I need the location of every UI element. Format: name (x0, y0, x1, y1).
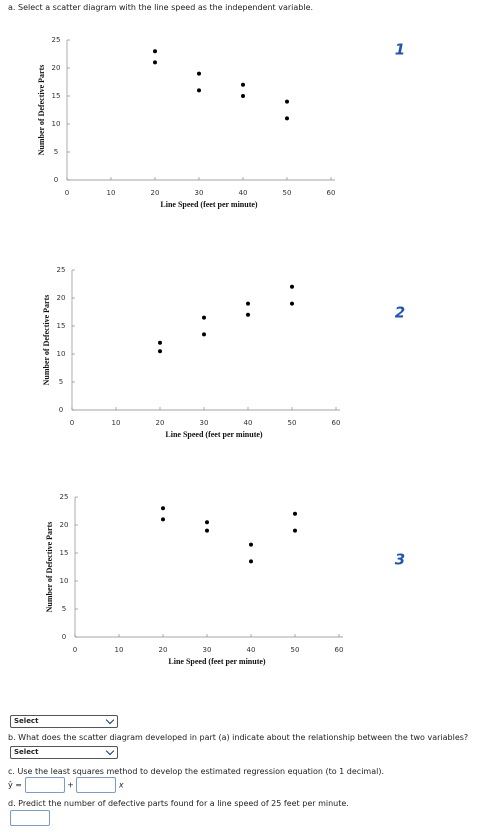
y-tick-label: 25 (52, 36, 61, 44)
point (153, 60, 157, 65)
x-tick-label: 50 (283, 189, 292, 197)
equation-lhs: ŷ = (8, 780, 22, 790)
x-tick-label: 10 (107, 189, 116, 197)
x-tick-label: 60 (327, 189, 336, 197)
y-tick-label: 5 (62, 605, 66, 613)
point (205, 528, 209, 533)
y-tick-label: 25 (57, 266, 66, 274)
x-tick-label: 50 (291, 646, 300, 654)
option-label: 1 (395, 41, 405, 59)
x-tick-label: 30 (195, 189, 204, 197)
x-tick-label: 20 (159, 646, 168, 654)
y-tick-label: 5 (59, 378, 63, 386)
x-axis-title: Line Speed (feet per minute) (165, 430, 263, 439)
point (161, 506, 165, 511)
y-tick-label: 15 (57, 322, 66, 330)
y-tick-label: 25 (60, 493, 69, 501)
question-c: c. Use the least squares method to devel… (8, 767, 384, 776)
x-tick-label: 40 (244, 419, 253, 427)
option-label: 3 (395, 551, 405, 569)
question-b: b. What does the scatter diagram develop… (8, 733, 469, 742)
option-label: 2 (395, 304, 405, 322)
y-tick-label: 20 (52, 64, 61, 72)
point (249, 542, 253, 547)
x-tick-label: 20 (151, 189, 160, 197)
question-d: d. Predict the number of defective parts… (8, 799, 349, 808)
x-tick-label: 0 (65, 189, 69, 197)
y-tick-label: 20 (60, 521, 69, 529)
point (153, 49, 157, 54)
x-tick-label: 60 (335, 646, 344, 654)
point (241, 94, 245, 98)
point (293, 511, 297, 516)
x-axis-title: Line Speed (feet per minute) (168, 657, 266, 666)
y-tick-label: 20 (57, 294, 66, 302)
select-b[interactable]: Select (10, 746, 118, 759)
point (205, 520, 209, 525)
x-tick-label: 50 (288, 419, 297, 427)
y-tick-label: 15 (52, 92, 61, 100)
x-tick-label: 40 (247, 646, 256, 654)
point (285, 116, 289, 121)
x-tick-label: 10 (112, 419, 121, 427)
point (241, 82, 245, 87)
prediction-input[interactable] (10, 810, 50, 826)
x-tick-label: 30 (203, 646, 212, 654)
question-a: a. Select a scatter diagram with the lin… (8, 3, 314, 12)
equation-plus: + (67, 780, 74, 790)
select-a[interactable]: Select (10, 715, 118, 728)
intercept-input[interactable] (24, 777, 65, 793)
x-tick-label: 0 (73, 646, 77, 654)
equation-row: ŷ = + x (8, 777, 124, 793)
point (249, 559, 253, 564)
point (246, 301, 250, 306)
x-axis-title: Line Speed (feet per minute) (160, 200, 258, 209)
equation-var: x (118, 780, 124, 790)
point (158, 340, 162, 345)
x-tick-label: 60 (332, 419, 341, 427)
x-tick-label: 10 (115, 646, 124, 654)
point (197, 71, 201, 76)
point (202, 332, 206, 337)
point (293, 528, 297, 533)
point (290, 301, 294, 306)
y-tick-label: 10 (57, 350, 66, 358)
y-tick-label: 15 (60, 549, 69, 557)
point (290, 284, 294, 289)
y-tick-label: 0 (62, 633, 66, 641)
point (246, 312, 250, 317)
point (161, 517, 165, 522)
y-tick-label: 10 (60, 577, 69, 585)
y-axis-title: Number of Defective Parts (42, 295, 51, 386)
x-tick-label: 20 (156, 419, 165, 427)
point (158, 349, 162, 354)
point (202, 315, 206, 320)
y-axis-title: Number of Defective Parts (45, 522, 54, 613)
y-tick-label: 10 (52, 120, 61, 128)
x-tick-label: 40 (239, 189, 248, 197)
point (197, 88, 201, 93)
x-tick-label: 30 (200, 419, 209, 427)
y-tick-label: 0 (59, 406, 63, 414)
x-tick-label: 0 (70, 419, 74, 427)
y-axis-title: Number of Defective Parts (37, 65, 46, 156)
slope-input[interactable] (76, 777, 117, 793)
y-tick-label: 0 (54, 176, 58, 184)
y-tick-label: 5 (54, 148, 58, 156)
point (285, 99, 289, 104)
